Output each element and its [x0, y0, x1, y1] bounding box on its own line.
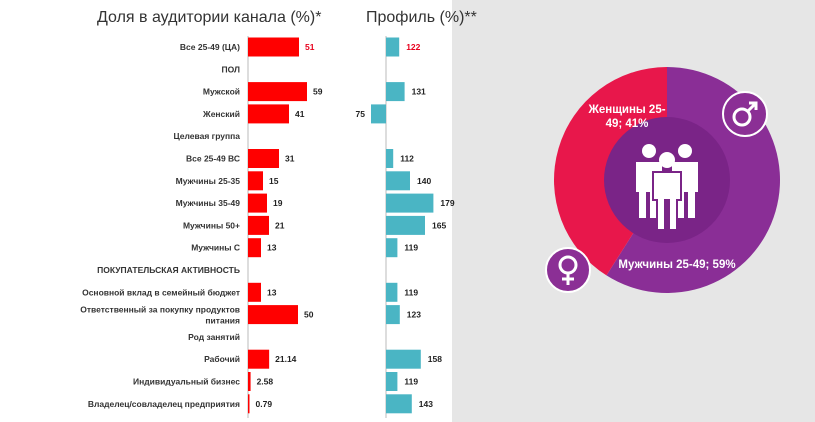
row-label: Мужчины 25-35 [176, 176, 241, 186]
female-symbol-icon [545, 247, 591, 293]
row-label: Индивидуальный бизнес [133, 377, 240, 387]
profile-bar [386, 394, 412, 414]
share-bar [248, 37, 299, 57]
male-symbol-icon [722, 91, 768, 137]
share-bar [248, 104, 289, 124]
profile-value-label: 119 [404, 377, 418, 387]
pie-label-men: Мужчины 25-49; 59% [618, 259, 736, 271]
share-value-label: 0.79 [256, 399, 273, 409]
row-label: Мужчины С [191, 243, 240, 253]
profile-bar [386, 149, 394, 168]
profile-chart-title: Профиль (%)** [366, 9, 477, 26]
share-value-label: 21.14 [275, 354, 297, 364]
share-bar [248, 215, 269, 235]
share-value-label: 31 [285, 154, 295, 164]
row-label: Мужской [203, 87, 240, 97]
row-label: Все 25-49 (ЦА) [180, 42, 240, 52]
share-chart-title: Доля в аудитории канала (%)* [97, 9, 321, 26]
section-header: Целевая группа [173, 131, 240, 141]
row-label: Основной вклад в семейный бюджет [82, 287, 240, 297]
profile-value-label: 140 [417, 176, 431, 186]
profile-bar [386, 349, 421, 369]
section-header: ПОЛ [222, 64, 241, 74]
share-bar [248, 193, 267, 213]
profile-value-label: 119 [404, 243, 418, 253]
profile-bar [386, 193, 434, 213]
share-value-label: 41 [295, 109, 305, 119]
section-header: Род занятий [188, 332, 240, 342]
people-group-icon [636, 144, 698, 231]
profile-value-label: 165 [432, 220, 446, 230]
share-value-label: 50 [304, 310, 314, 320]
share-value-label: 51 [305, 42, 315, 52]
share-value-label: 19 [273, 198, 283, 208]
profile-value-label: 131 [412, 87, 426, 97]
share-value-label: 2.58 [257, 377, 274, 387]
profile-value-label: 143 [419, 399, 433, 409]
share-bar [248, 238, 261, 258]
share-value-label: 59 [313, 87, 323, 97]
profile-value-label: 119 [404, 287, 418, 297]
profile-bar [386, 238, 398, 258]
profile-bar [386, 82, 405, 102]
share-value-label: 15 [269, 176, 279, 186]
profile-bar [386, 305, 400, 325]
share-value-label: 13 [267, 287, 277, 297]
section-header: ПОКУПАТЕЛЬСКАЯ АКТИВНОСТЬ [97, 265, 240, 275]
profile-value-label: 158 [428, 354, 442, 364]
share-bar [248, 394, 250, 414]
share-value-label: 21 [275, 220, 285, 230]
pie-label-women: Женщины 25-49; 41% [588, 104, 666, 130]
profile-bar [386, 215, 425, 235]
profile-bar [371, 104, 386, 124]
profile-bar [386, 171, 410, 191]
share-value-label: 13 [267, 243, 277, 253]
profile-value-label: 123 [407, 310, 421, 320]
row-label: Все 25-49 ВС [186, 154, 240, 164]
share-bar [248, 282, 261, 302]
profile-value-label: 179 [440, 198, 454, 208]
row-label: Мужчины 35-49 [176, 198, 241, 208]
share-bar [248, 149, 279, 168]
profile-value-label: 122 [406, 42, 420, 52]
share-bar [248, 349, 270, 369]
profile-value-label: 112 [400, 154, 414, 164]
profile-bar [386, 282, 398, 302]
share-bar [248, 171, 263, 191]
row-label: Рабочий [204, 354, 240, 364]
row-label: Ответственный за покупку продуктов питани… [80, 305, 240, 326]
profile-bar [386, 372, 398, 391]
profile-bar [386, 37, 400, 57]
share-bar [248, 82, 307, 102]
profile-value-label: 75 [356, 109, 366, 119]
share-bar [248, 305, 298, 325]
row-label: Мужчины 50+ [183, 220, 240, 230]
row-label: Владелец/совладелец предприятия [88, 399, 240, 409]
row-label: Женский [202, 109, 240, 119]
share-bar [248, 372, 251, 391]
